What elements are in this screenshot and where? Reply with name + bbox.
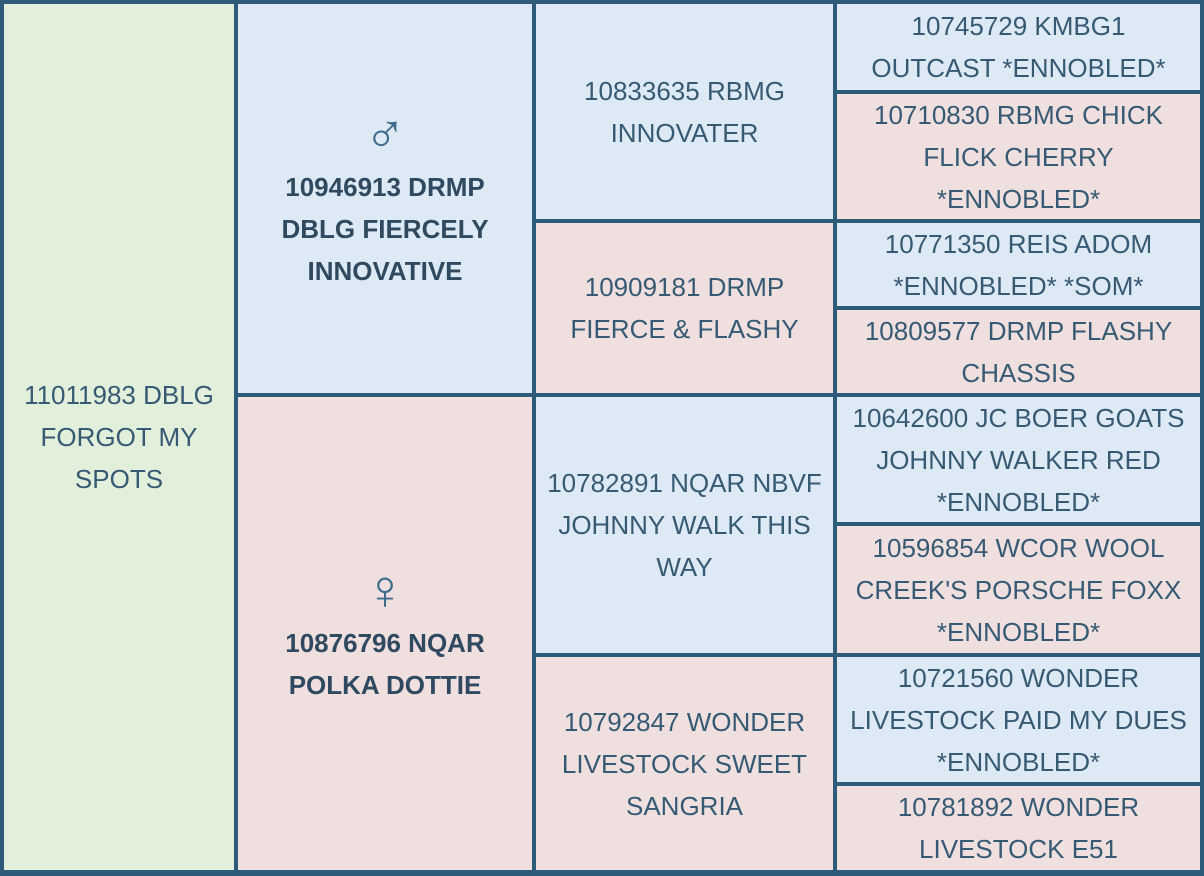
dam-cell: ♀ 10876796 NQAR POLKA DOTTIE	[238, 397, 532, 870]
grandparent-name: 10909181 DRMP FIERCE & FLASHY	[570, 272, 799, 344]
great-grandparent-cell: 10771350 REIS ADOM *ENNOBLED* *SOM*	[837, 223, 1200, 306]
subject-name: 11011983 DBLG FORGOT MY SPOTS	[24, 380, 214, 494]
great-grandparent-cell: 10781892 WONDER LIVESTOCK E51	[837, 786, 1200, 870]
great-grandparent-cell: 10642600 JC BOER GOATS JOHNNY WALKER RED…	[837, 397, 1200, 522]
grandparent-cell: 10782891 NQAR NBVF JOHNNY WALK THIS WAY	[536, 397, 833, 653]
female-symbol-icon: ♀	[364, 557, 406, 621]
great-grandparent-cell: 10721560 WONDER LIVESTOCK PAID MY DUES *…	[837, 657, 1200, 782]
great-grandparent-cell: 10745729 KMBG1 OUTCAST *ENNOBLED*	[837, 4, 1200, 90]
sire-name: 10946913 DRMP DBLG FIERCELY INNOVATIVE	[281, 171, 489, 286]
great-grandparent-cell: 10596854 WCOR WOOL CREEK'S PORSCHE FOXX …	[837, 526, 1200, 653]
great-grandparent-name: 10781892 WONDER LIVESTOCK E51	[897, 792, 1140, 864]
dam-name: 10876796 NQAR POLKA DOTTIE	[285, 627, 485, 700]
great-grandparent-name: 10596854 WCOR WOOL CREEK'S PORSCHE FOXX …	[855, 532, 1182, 647]
great-grandparent-name: 10642600 JC BOER GOATS JOHNNY WALKER RED…	[852, 402, 1185, 517]
great-grandparent-name: 10721560 WONDER LIVESTOCK PAID MY DUES *…	[850, 662, 1187, 777]
grandparent-name: 10833635 RBMG INNOVATER	[584, 75, 785, 148]
great-grandparent-name: 10745729 KMBG1 OUTCAST *ENNOBLED*	[871, 11, 1166, 83]
male-symbol-icon: ♂	[364, 101, 406, 165]
great-grandparent-name: 10809577 DRMP FLASHY CHASSIS	[864, 315, 1173, 388]
sire-cell: ♂ 10946913 DRMP DBLG FIERCELY INNOVATIVE	[238, 4, 532, 393]
great-grandparent-cell: 10710830 RBMG CHICK FLICK CHERRY *ENNOBL…	[837, 94, 1200, 219]
great-grandparent-name: 10710830 RBMG CHICK FLICK CHERRY *ENNOBL…	[873, 99, 1164, 214]
great-grandparent-cell: 10809577 DRMP FLASHY CHASSIS	[837, 310, 1200, 393]
subject-cell: 11011983 DBLG FORGOT MY SPOTS	[4, 4, 234, 870]
grandparent-cell: 10909181 DRMP FIERCE & FLASHY	[536, 223, 833, 393]
grandparent-name: 10792847 WONDER LIVESTOCK SWEET SANGRIA	[561, 706, 808, 821]
grandparent-cell: 10792847 WONDER LIVESTOCK SWEET SANGRIA	[536, 657, 833, 870]
grandparent-name: 10782891 NQAR NBVF JOHNNY WALK THIS WAY	[547, 468, 822, 582]
great-grandparent-name: 10771350 REIS ADOM *ENNOBLED* *SOM*	[884, 228, 1153, 301]
grandparent-cell: 10833635 RBMG INNOVATER	[536, 4, 833, 219]
